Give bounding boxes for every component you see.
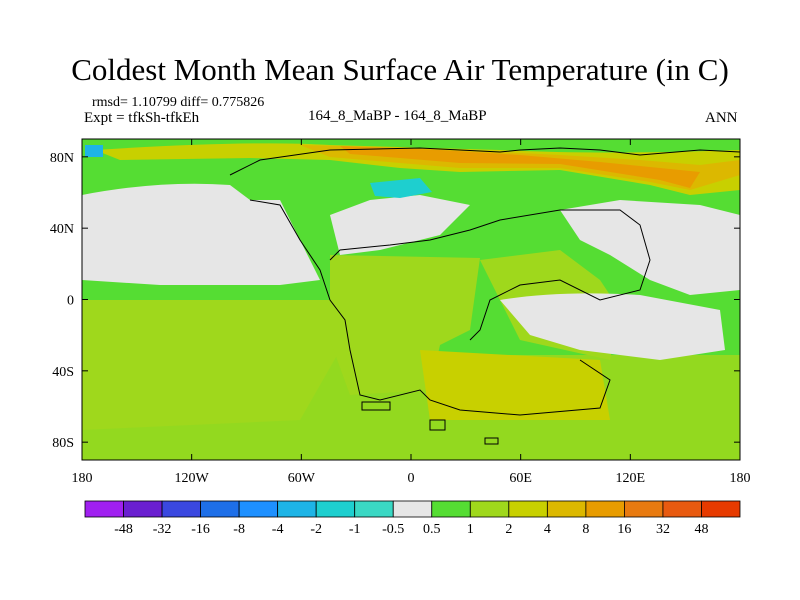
colorbar-swatch [354, 500, 394, 518]
colorbar-label: -2 [310, 522, 322, 537]
colorbar-swatch [624, 500, 664, 518]
colorbar-swatch [546, 500, 587, 518]
field-north-atlantic [330, 195, 470, 255]
colorbar-swatch [238, 500, 279, 518]
colorbar-swatch [161, 500, 201, 518]
colorbar-swatch [662, 500, 702, 518]
right-label: ANN [705, 110, 738, 126]
y-tick-label: 80N [50, 151, 74, 166]
x-tick-label: 60W [288, 471, 316, 486]
colorbar-label: 8 [582, 522, 589, 537]
colorbar-swatch [315, 500, 356, 518]
map-field [82, 139, 740, 460]
colorbar-label: -8 [233, 522, 245, 537]
colorbar-label: -4 [272, 522, 284, 537]
field-arctic-cool [85, 145, 103, 157]
colorbar-swatch [84, 500, 124, 518]
colorbar-swatch [123, 500, 163, 518]
coastlines [229, 147, 740, 445]
colorbar-label: 0.5 [423, 522, 441, 537]
colorbar-label: -32 [153, 522, 172, 537]
y-tick-label: 40N [50, 222, 74, 237]
center-label: 164_8_MaBP - 164_8_MaBP [308, 108, 487, 124]
chart-title: Coldest Month Mean Surface Air Temperatu… [71, 52, 729, 87]
colorbar-label: 16 [617, 522, 631, 537]
colorbar-swatch [392, 500, 433, 518]
colorbar-label: 1 [467, 522, 474, 537]
coast-tethys [329, 209, 651, 341]
x-tick-label: 180 [72, 471, 93, 486]
y-axis: 80N 40N 0 40S 80S [50, 151, 740, 451]
x-tick-label: 120W [175, 471, 210, 486]
colorbar-swatch [585, 500, 625, 518]
stats-label: rmsd= 1.10799 diff= 0.775826 [92, 95, 265, 110]
coast-island-2 [484, 437, 499, 445]
colorbar-swatch [431, 500, 471, 518]
colorbar-swatch [200, 500, 240, 518]
colorbar-label: 32 [656, 522, 670, 537]
coast-north [229, 147, 740, 176]
x-tick-label: 120E [616, 471, 646, 486]
field-north-pacific [82, 183, 320, 285]
colorbar: -48 -32 -16 -8 -4 -2 -1 -0.5 0.5 1 2 4 8 16 32 48 [84, 500, 741, 537]
field-indian-ocean [500, 293, 725, 360]
x-axis: 180 120W 60W 0 60E 120E 180 [72, 139, 751, 486]
colorbar-label: 2 [505, 522, 512, 537]
coast-pangaea-south [249, 199, 611, 416]
x-tick-label: 180 [730, 471, 751, 486]
coast-island-1 [429, 419, 446, 431]
colorbar-label: -48 [114, 522, 133, 537]
colorbar-label: 48 [694, 522, 708, 537]
x-tick-label: 0 [408, 471, 415, 486]
field-arctic-inner [340, 146, 700, 188]
y-tick-label: 80S [52, 436, 74, 451]
field-atlantic-cool [370, 178, 432, 198]
colorbar-swatch [701, 500, 741, 518]
field-west-pacific [560, 200, 740, 295]
colorbar-label: -1 [349, 522, 361, 537]
x-tick-label: 60E [509, 471, 532, 486]
y-tick-label: 0 [67, 294, 74, 309]
colorbar-label: -16 [191, 522, 210, 537]
field-south-indian [420, 350, 610, 420]
coast-island-3 [361, 401, 391, 411]
expt-label: Expt = tfkSh-tfkEh [84, 110, 200, 126]
field-south-atlantic [330, 255, 480, 395]
colorbar-swatch [277, 500, 317, 518]
colorbar-swatch [469, 500, 510, 518]
colorbar-label: -0.5 [382, 522, 404, 537]
y-tick-label: 40S [52, 365, 74, 380]
colorbar-swatch [508, 500, 548, 518]
colorbar-label: 4 [544, 522, 551, 537]
